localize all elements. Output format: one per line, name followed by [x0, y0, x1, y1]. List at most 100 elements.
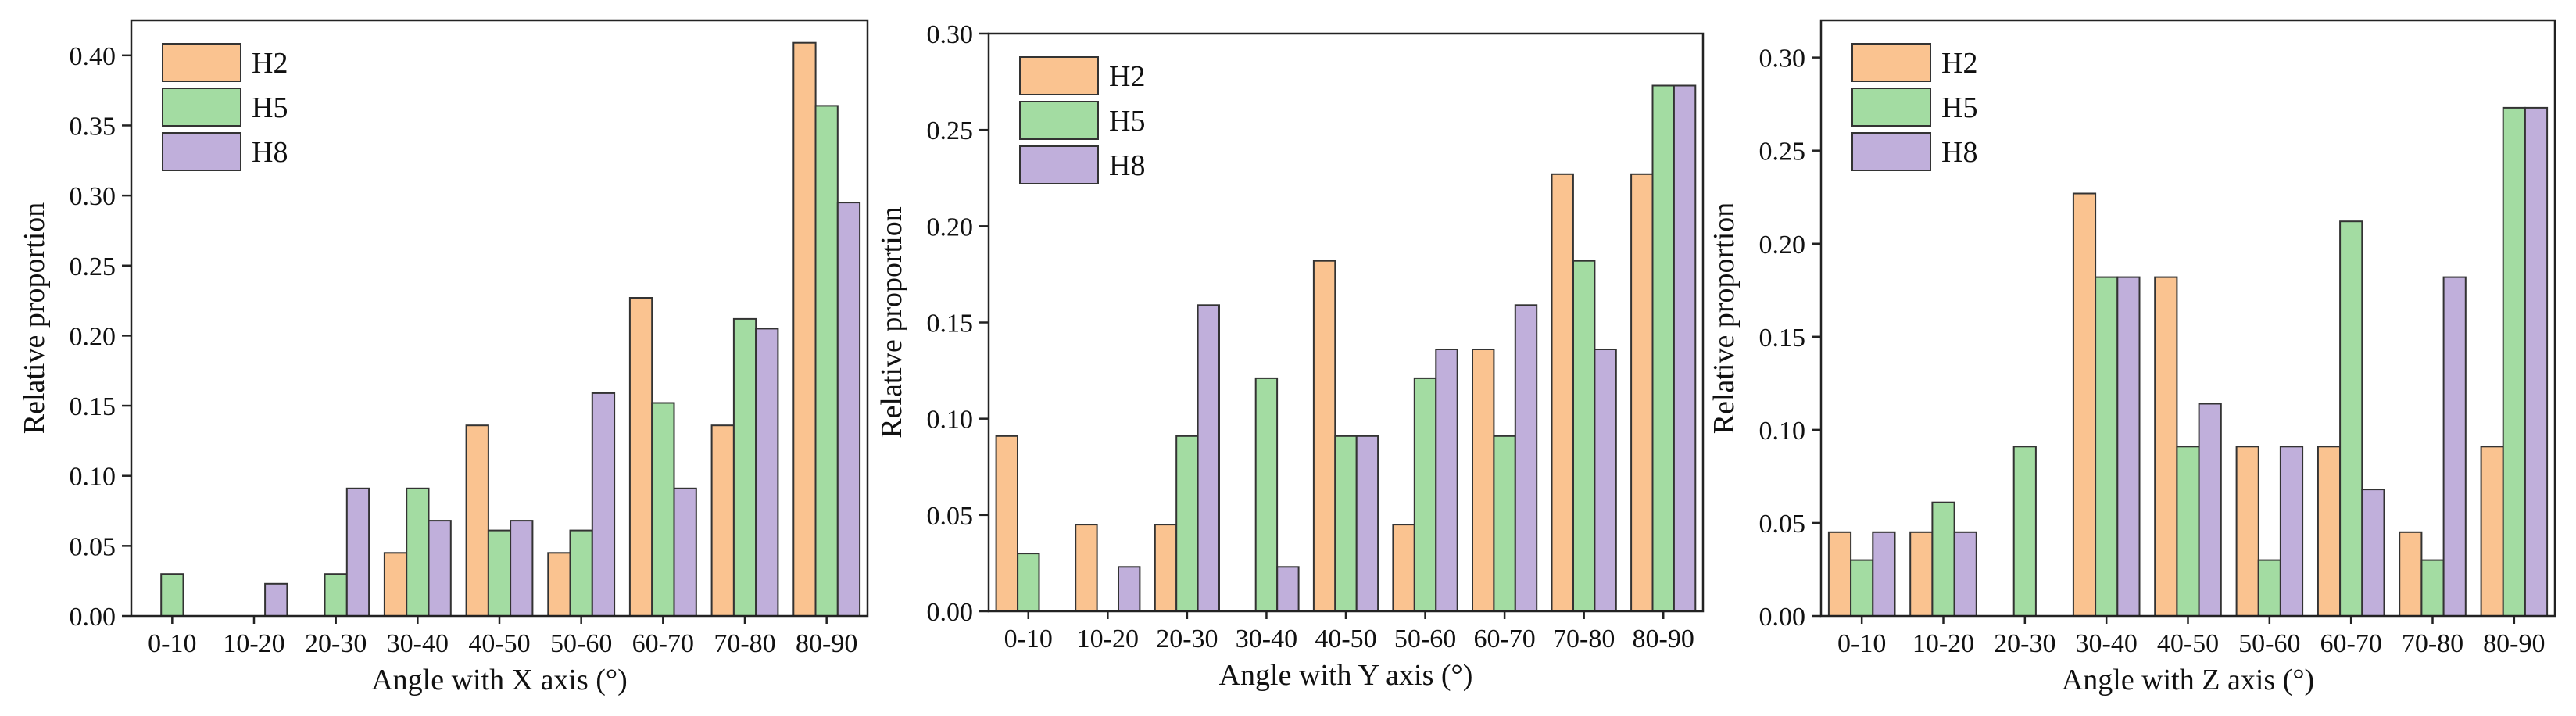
x-axis-title: Angle with Z axis (°)	[2062, 664, 2314, 696]
bar-z-h2-10-20	[1909, 531, 1934, 617]
bar-z-h8-60-70	[2361, 489, 2385, 617]
legend-label-h5: H5	[1109, 105, 1145, 138]
y-tick-label: 0.00	[70, 603, 116, 632]
bar-x-h2-50-60	[547, 552, 571, 617]
bar-z-h2-60-70	[2317, 446, 2342, 617]
x-tick-label: 40-50	[2157, 629, 2219, 658]
y-tick-label: 0.05	[70, 532, 116, 561]
legend: H2 H5 H8	[1019, 56, 1145, 184]
x-tick-label: 80-90	[2483, 629, 2545, 658]
bar-y-h2-40-50	[1312, 260, 1336, 612]
x-axis-title: Angle with X axis (°)	[371, 664, 628, 696]
bar-y-h5-0-10	[1017, 553, 1040, 612]
x-tick-label: 70-80	[2402, 629, 2463, 658]
y-tick-label: 0.35	[70, 112, 116, 141]
bar-x-h8-10-20	[264, 582, 288, 617]
x-tick-label: 50-60	[2238, 629, 2300, 658]
bar-y-h8-10-20	[1118, 566, 1141, 612]
bar-y-h5-30-40	[1254, 377, 1279, 612]
bar-y-h8-40-50	[1355, 435, 1379, 612]
bar-z-h8-30-40	[2116, 276, 2141, 617]
bar-z-h8-50-60	[2279, 446, 2304, 617]
legend-swatch-h8	[1852, 132, 1931, 171]
y-axis-title: Relative proportion	[1708, 202, 1741, 435]
y-tick-label: 0.20	[1759, 231, 1806, 260]
bar-y-h5-40-50	[1334, 435, 1358, 612]
y-tick-label: 0.15	[70, 392, 116, 421]
legend-swatch-h8	[1019, 145, 1099, 184]
x-tick-label: 30-40	[1236, 625, 1297, 653]
chart-z-axis: 0.00 0.05 0.10 0.15 0.20 0.25 0.30 0-10 10-20 20-…	[1708, 19, 2556, 696]
y-tick-label: 0.00	[927, 598, 974, 627]
bar-x-h8-20-30	[345, 487, 370, 617]
bar-x-h2-80-90	[792, 41, 817, 617]
bar-x-h5-40-50	[487, 529, 512, 617]
bar-z-h5-30-40	[2095, 276, 2119, 617]
legend-label-h8: H8	[1941, 136, 1977, 169]
bar-x-h2-70-80	[710, 424, 735, 618]
bar-y-h8-30-40	[1276, 566, 1300, 612]
legend-swatch-h5	[1852, 88, 1931, 127]
bar-z-h2-70-80	[2399, 531, 2423, 617]
x-tick-label: 40-50	[468, 629, 530, 658]
y-tick-label: 0.00	[1759, 603, 1806, 632]
bar-y-h2-10-20	[1075, 524, 1098, 612]
x-tick-label: 0-10	[1004, 625, 1053, 653]
bar-z-h5-40-50	[2176, 446, 2200, 617]
legend-swatch-h5	[162, 88, 242, 127]
bar-x-h8-80-90	[836, 202, 861, 618]
bar-x-h8-50-60	[591, 392, 616, 617]
x-tick-label: 10-20	[1077, 625, 1139, 653]
legend-swatch-h2	[162, 43, 242, 82]
bar-x-h2-40-50	[465, 424, 489, 618]
bar-z-h2-40-50	[2154, 276, 2178, 617]
x-tick-label: 50-60	[1394, 625, 1456, 653]
y-axis-title: Relative proportion	[18, 202, 51, 435]
y-tick-label: 0.25	[70, 252, 116, 281]
bar-z-h8-70-80	[2442, 276, 2467, 617]
bar-x-h8-70-80	[755, 328, 779, 617]
legend: H2 H5 H8	[162, 43, 288, 171]
x-tick-label: 10-20	[1912, 629, 1974, 658]
bar-y-h5-50-60	[1413, 377, 1437, 612]
bar-y-h2-60-70	[1472, 349, 1495, 612]
bar-z-h5-50-60	[2257, 559, 2281, 617]
bar-x-h5-50-60	[569, 529, 593, 617]
bar-y-h8-80-90	[1673, 84, 1697, 612]
bar-x-h5-30-40	[406, 487, 430, 617]
bar-y-h5-60-70	[1493, 435, 1516, 612]
bar-y-h5-20-30	[1175, 435, 1199, 612]
bar-x-h2-60-70	[628, 297, 653, 617]
x-tick-label: 70-80	[1553, 625, 1615, 653]
legend-swatch-h2	[1019, 56, 1099, 95]
chart-y-axis: 0.00 0.05 0.10 0.15 0.20 0.25 0.30 0-10 10-20 20-…	[875, 20, 1705, 692]
bar-z-h8-80-90	[2524, 106, 2549, 617]
x-tick-label: 50-60	[550, 629, 612, 658]
y-tick-label: 0.40	[70, 42, 116, 71]
y-tick-label: 0.25	[1759, 138, 1806, 166]
x-tick-label: 80-90	[1633, 625, 1694, 653]
y-tick-label: 0.10	[927, 406, 974, 435]
y-tick-label: 0.15	[1759, 324, 1806, 353]
bar-y-h8-60-70	[1514, 304, 1538, 612]
bar-z-h8-40-50	[2198, 403, 2222, 617]
chart-x-axis: 0.00 0.05 0.10 0.15 0.20 0.25 0.30 0.35 0.40 0-10…	[18, 19, 869, 696]
bar-z-h2-80-90	[2480, 446, 2504, 617]
bar-y-h5-70-80	[1572, 260, 1596, 612]
bar-y-h5-80-90	[1651, 84, 1675, 612]
bar-z-h8-0-10	[1872, 531, 1896, 617]
x-tick-label: 70-80	[714, 629, 775, 658]
bar-x-h5-60-70	[651, 402, 675, 617]
bar-z-h5-10-20	[1931, 501, 1955, 618]
bar-z-h8-10-20	[1953, 531, 1977, 617]
y-tick-label: 0.15	[927, 310, 974, 338]
x-tick-label: 60-70	[1473, 625, 1535, 653]
legend-label-h8: H8	[252, 136, 288, 169]
bar-x-h5-80-90	[814, 105, 839, 617]
y-tick-label: 0.20	[927, 213, 974, 242]
x-tick-label: 30-40	[387, 629, 449, 658]
bar-z-h5-60-70	[2339, 220, 2363, 617]
legend-label-h2: H2	[1109, 60, 1145, 93]
x-tick-label: 40-50	[1315, 625, 1376, 653]
